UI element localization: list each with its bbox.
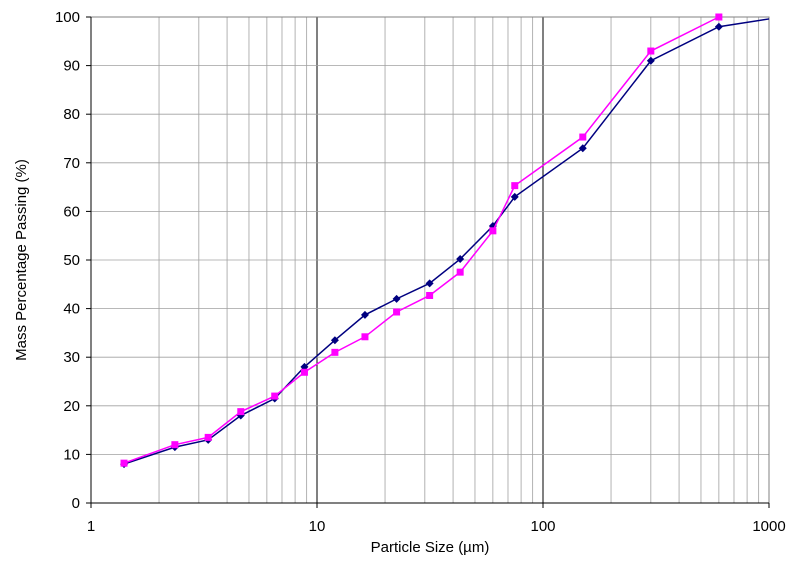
y-tick-labels: 0 10 20 30 40 50 60 70 80 90 100 <box>55 9 91 512</box>
data-point-diamond <box>360 310 369 319</box>
data-point-square <box>171 441 179 449</box>
data-point-square <box>271 392 279 400</box>
y-tick-label: 70 <box>63 155 80 172</box>
y-tick-label: 80 <box>63 106 80 123</box>
y-tick-label: 20 <box>63 398 80 415</box>
series-line <box>123 16 720 464</box>
y-tick-label: 90 <box>63 58 80 75</box>
data-point-square <box>489 227 497 235</box>
major-gridlines <box>91 16 769 504</box>
x-tick-label: 1 <box>87 518 95 535</box>
data-point-square <box>715 13 723 21</box>
data-point-diamond <box>714 22 723 31</box>
y-tick-label: 40 <box>63 301 80 318</box>
y-tick-label: 0 <box>72 495 80 512</box>
y-tick-label: 10 <box>63 446 80 463</box>
data-point-square <box>511 182 519 190</box>
data-point-square <box>456 268 464 276</box>
data-point-square <box>361 333 369 341</box>
data-point-square <box>237 408 245 416</box>
series-2 <box>120 13 723 467</box>
data-point-square <box>204 433 212 441</box>
y-tick-label: 30 <box>63 349 80 366</box>
y-tick-label: 100 <box>55 9 80 26</box>
series-1 <box>120 18 770 469</box>
x-axis-label: Particle Size (µm) <box>371 539 490 556</box>
x-tick-label: 100 <box>530 518 555 535</box>
data-point-diamond <box>510 192 519 201</box>
data-point-diamond <box>456 255 465 264</box>
y-tick-label: 50 <box>63 252 80 269</box>
data-point-diamond <box>646 56 655 65</box>
series-line <box>123 18 770 465</box>
data-point-square <box>331 348 339 356</box>
data-point-square <box>647 47 655 55</box>
data-series <box>120 13 770 469</box>
x-tick-label: 1000 <box>752 518 785 535</box>
data-point-diamond <box>330 336 339 345</box>
data-point-square <box>300 368 308 376</box>
y-axis-label: Mass Percentage Passing (%) <box>13 159 30 361</box>
data-point-square <box>426 291 434 299</box>
data-point-diamond <box>425 279 434 288</box>
data-point-diamond <box>578 144 587 153</box>
data-point-square <box>579 133 587 141</box>
x-tick-label: 10 <box>309 518 326 535</box>
x-tick-labels: 1 10 100 1000 <box>87 503 786 535</box>
data-point-square <box>393 308 401 316</box>
data-point-square <box>120 459 128 467</box>
y-tick-label: 60 <box>63 203 80 220</box>
data-point-diamond <box>392 294 401 303</box>
